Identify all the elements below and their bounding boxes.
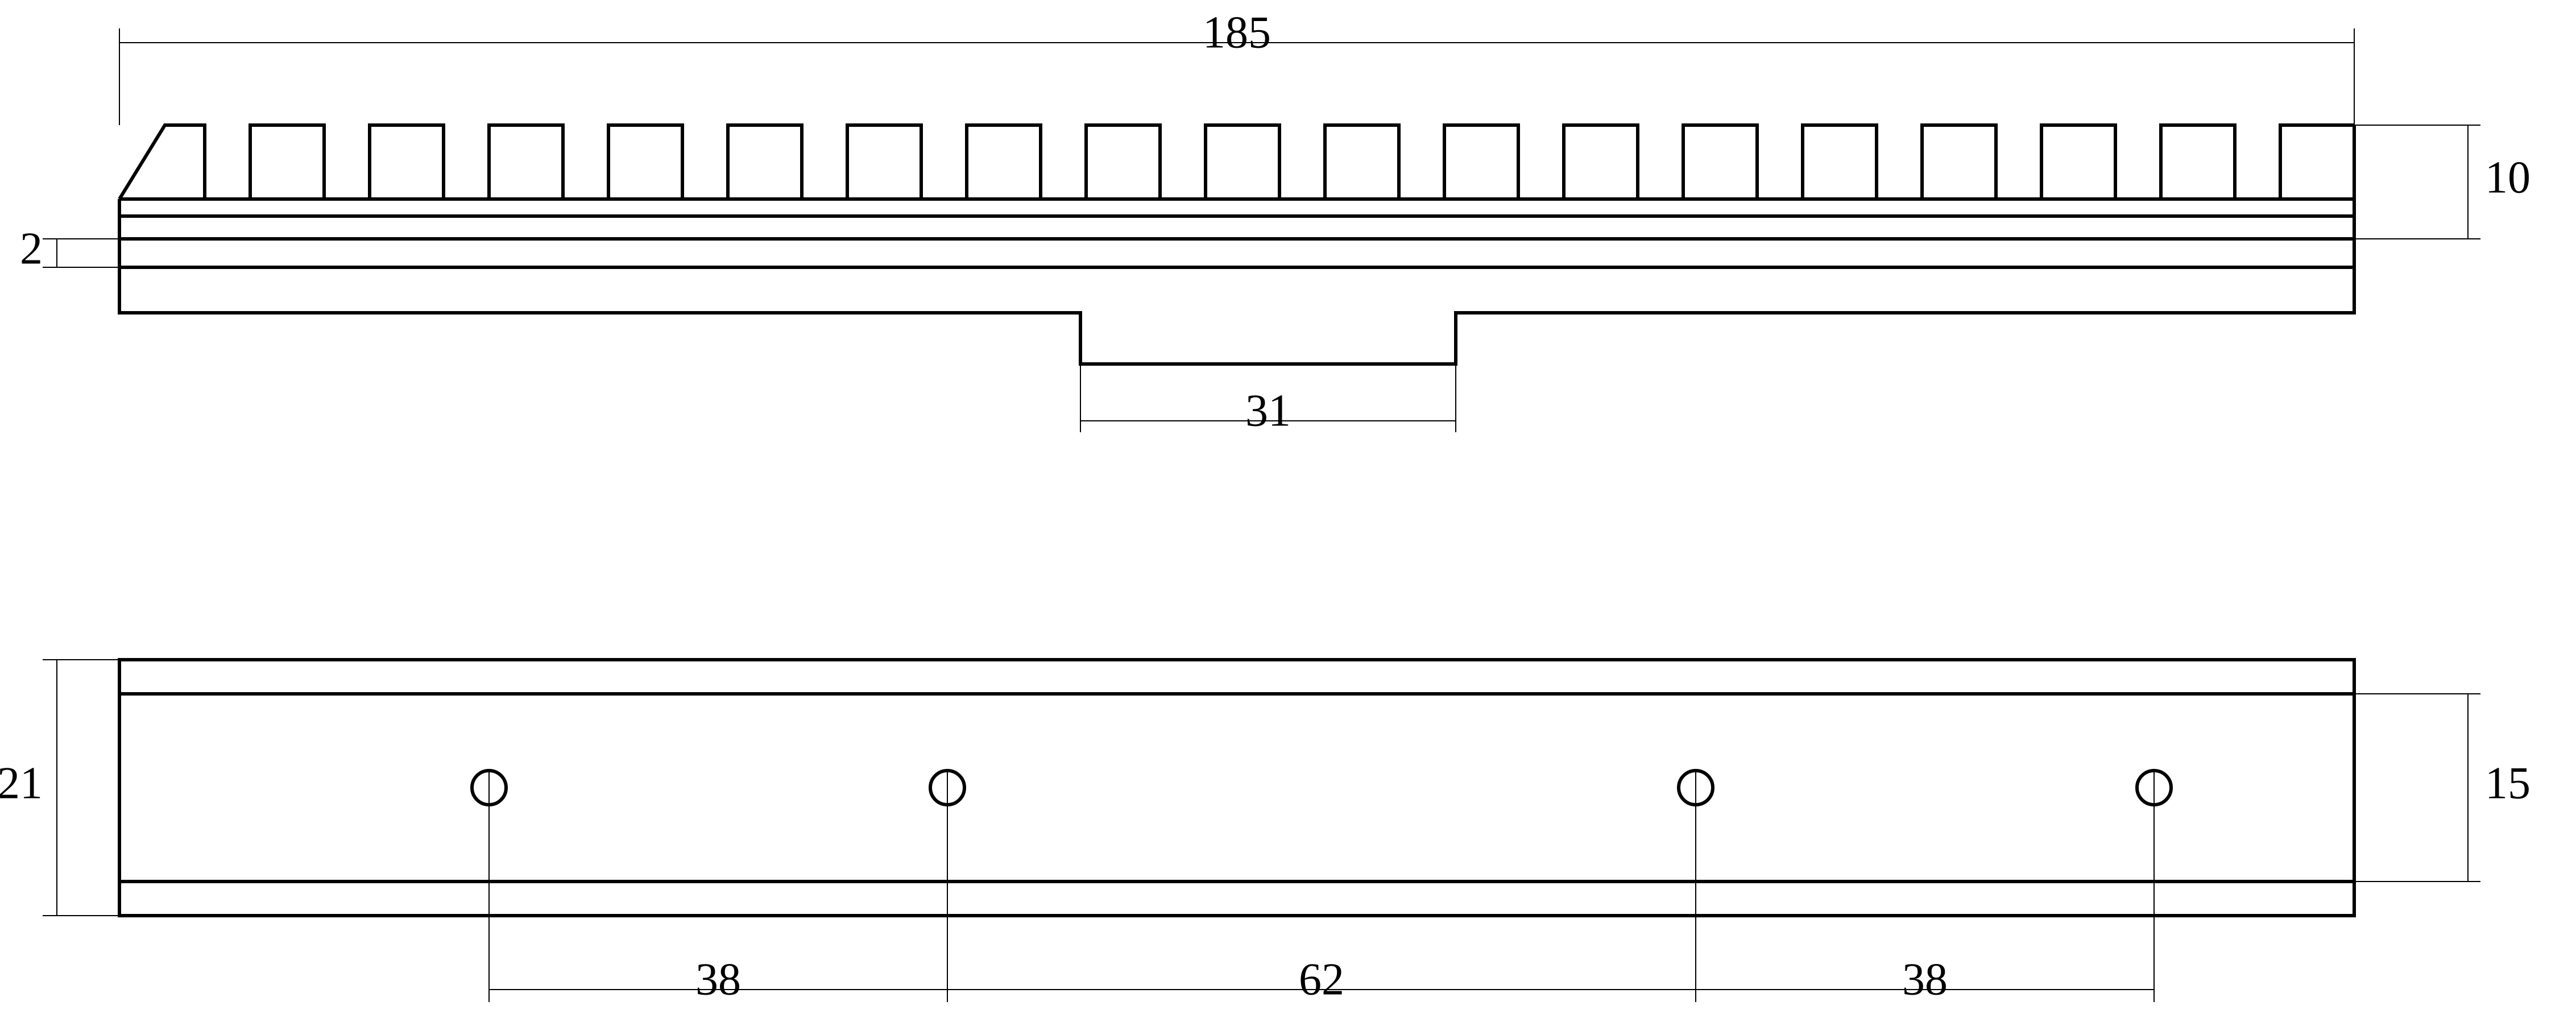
side-view: 185 10 2 31 (20, 7, 2531, 436)
dim-10-text: 10 (2485, 152, 2531, 202)
dim-38a-text: 38 (695, 954, 741, 1004)
bottom-view: 21 15 38 62 38 (0, 660, 2531, 1004)
dim-38b-text: 38 (1902, 954, 1948, 1004)
dim-31-text: 31 (1245, 386, 1291, 436)
dim-15-text: 15 (2485, 758, 2531, 808)
dim-21-text: 21 (0, 758, 43, 808)
dim-185-text: 185 (1203, 7, 1271, 57)
dim-62-text: 62 (1299, 954, 1344, 1004)
dim-2-text: 2 (20, 224, 43, 274)
